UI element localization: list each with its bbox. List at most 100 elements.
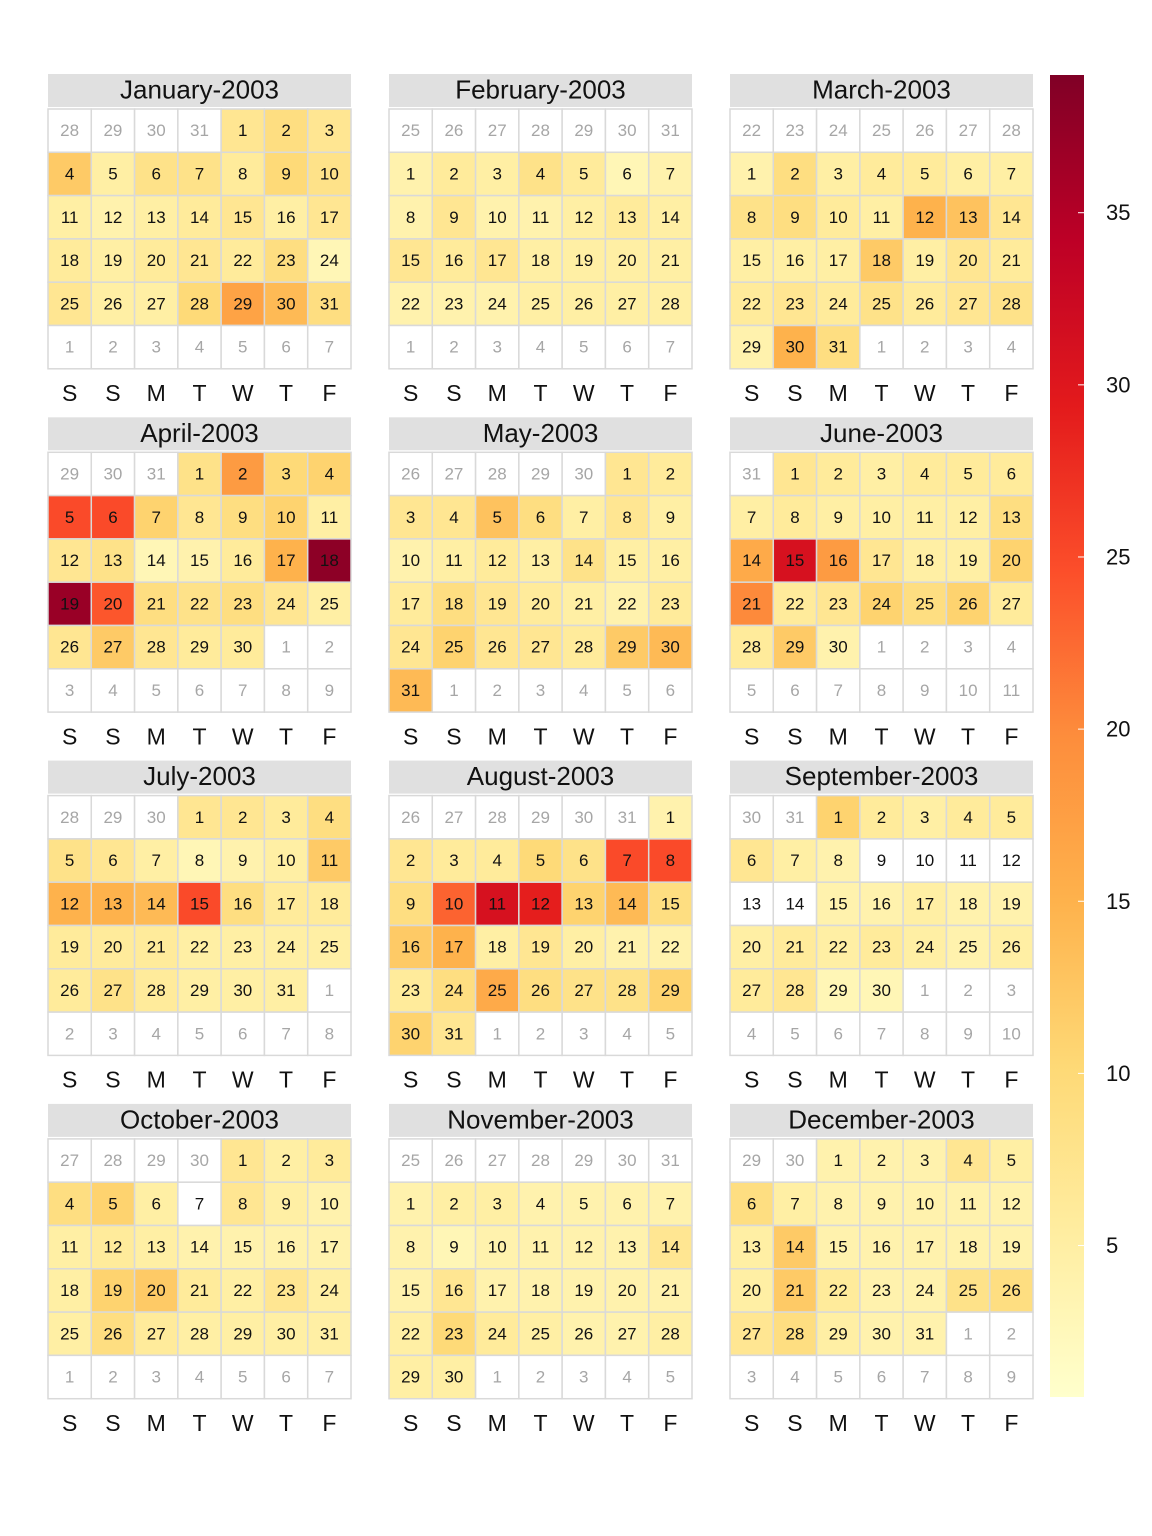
day-label: 12	[60, 551, 79, 570]
day-label: 31	[785, 808, 804, 827]
day-label: 30	[147, 121, 166, 140]
day-label: 9	[449, 208, 458, 227]
day-cell	[90, 451, 136, 497]
day-cell	[988, 1268, 1034, 1313]
day-label: 29	[190, 981, 209, 1000]
day-label: 3	[108, 1024, 117, 1043]
day-label: 30	[277, 294, 296, 313]
day-label: 4	[449, 508, 458, 527]
day-label: 3	[536, 681, 545, 700]
day-label: 10	[959, 681, 978, 700]
month-header	[48, 760, 351, 794]
day-label: 28	[147, 638, 166, 657]
month-title: December-2003	[788, 1104, 974, 1134]
day-cell	[815, 194, 861, 240]
weekday-label: F	[322, 380, 336, 406]
day-cell	[729, 151, 775, 197]
weekday-label: W	[914, 1067, 936, 1093]
weekday-label: S	[403, 380, 418, 406]
day-label: 28	[742, 638, 761, 657]
day-label: 24	[444, 981, 463, 1000]
day-label: 17	[872, 551, 891, 570]
day-cell	[647, 494, 693, 540]
day-label: 22	[233, 251, 252, 270]
weekday-label: M	[147, 1410, 166, 1436]
day-cell	[47, 151, 93, 197]
day-cell	[945, 151, 991, 197]
day-label: 19	[488, 594, 507, 613]
day-label: 24	[488, 294, 507, 313]
day-label: 10	[872, 508, 891, 527]
day-label: 20	[103, 594, 122, 613]
day-cell	[518, 968, 563, 1013]
day-cell	[604, 1354, 650, 1400]
day-label: 18	[60, 251, 79, 270]
month-title: September-2003	[785, 761, 979, 791]
day-label: 5	[65, 508, 74, 527]
day-label: 19	[1002, 894, 1021, 913]
day-cell	[90, 324, 136, 370]
day-label: 30	[147, 808, 166, 827]
weekday-label: W	[914, 380, 936, 406]
weekday-label: F	[663, 723, 677, 749]
day-label: 3	[325, 1151, 334, 1170]
day-label: 12	[103, 208, 122, 227]
day-label: 16	[277, 208, 296, 227]
day-cell	[133, 151, 179, 197]
day-label: 27	[488, 1151, 507, 1170]
day-label: 25	[60, 1324, 79, 1343]
day-label: 18	[959, 1238, 978, 1257]
month-header	[48, 1103, 351, 1137]
day-label: 27	[147, 1324, 166, 1343]
day-cell	[431, 1181, 477, 1227]
day-cell	[431, 968, 477, 1013]
day-cell	[177, 668, 222, 713]
day-label: 3	[579, 1024, 588, 1043]
day-label: 7	[325, 338, 334, 357]
day-cell	[133, 1311, 179, 1357]
day-label: 2	[536, 1024, 545, 1043]
day-label: 17	[915, 1238, 934, 1257]
day-cell	[772, 581, 818, 627]
day-label: 5	[579, 1194, 588, 1213]
day-label: 29	[785, 638, 804, 657]
day-label: 4	[963, 808, 972, 827]
day-cell	[388, 668, 434, 713]
day-label: 1	[406, 1194, 415, 1213]
day-label: 7	[666, 164, 675, 183]
day-cell	[263, 494, 309, 540]
day-cell	[306, 194, 352, 240]
day-cell	[729, 1181, 775, 1227]
day-cell	[729, 194, 775, 240]
day-cell	[474, 1311, 520, 1357]
day-label: 25	[444, 638, 463, 657]
day-label: 15	[742, 251, 761, 270]
day-label: 27	[444, 464, 463, 483]
day-cell	[902, 194, 948, 240]
day-cell	[518, 881, 563, 927]
weekday-label: T	[620, 380, 634, 406]
day-cell	[902, 1354, 948, 1400]
day-cell	[220, 968, 266, 1013]
day-label: 13	[103, 551, 122, 570]
day-label: 13	[103, 894, 122, 913]
day-cell	[945, 838, 991, 883]
day-label: 1	[195, 464, 204, 483]
day-label: 9	[920, 681, 929, 700]
day-cell	[431, 1311, 477, 1357]
day-cell	[988, 581, 1034, 627]
day-cell	[388, 968, 434, 1013]
day-label: 25	[320, 594, 339, 613]
month-title: November-2003	[447, 1104, 633, 1134]
day-cell	[220, 238, 266, 283]
day-cell	[859, 624, 904, 670]
month-header	[389, 417, 692, 451]
day-label: 29	[103, 121, 122, 140]
day-label: 4	[622, 1024, 631, 1043]
day-label: 12	[959, 508, 978, 527]
day-label: 12	[915, 208, 934, 227]
day-label: 5	[833, 1368, 842, 1387]
weekday-label: S	[787, 1067, 802, 1093]
day-label: 5	[1007, 1151, 1016, 1170]
day-label: 2	[1007, 1324, 1016, 1343]
